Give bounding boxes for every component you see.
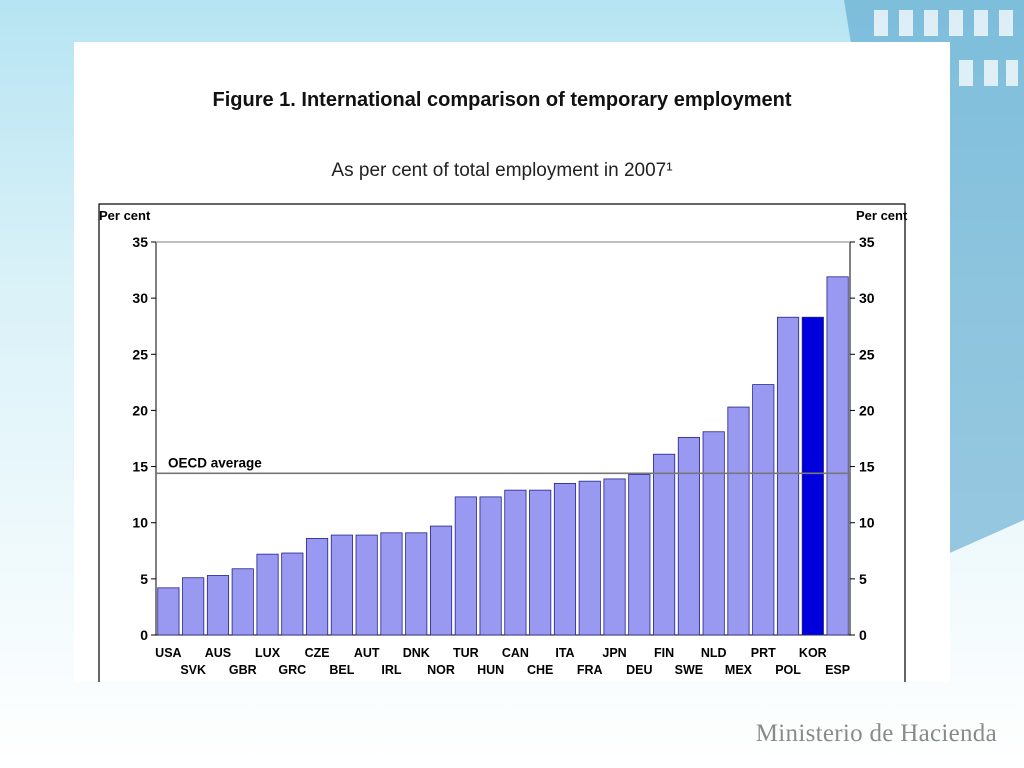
bar-deu bbox=[628, 474, 651, 636]
x-tick-label: LUX bbox=[255, 646, 281, 660]
chart-subtitle: As per cent of total employment in 2007¹ bbox=[331, 160, 672, 181]
y-tick-label-left: 5 bbox=[140, 571, 148, 587]
y-tick-label-left: 10 bbox=[132, 515, 148, 531]
y-tick-label-right: 25 bbox=[859, 346, 875, 362]
x-tick-label: BEL bbox=[329, 663, 354, 677]
x-tick-label: PRT bbox=[751, 646, 776, 660]
bar-nor bbox=[429, 525, 453, 636]
chart-card: Figure 1. International comparison of te… bbox=[74, 42, 950, 682]
x-tick-label: TUR bbox=[453, 646, 479, 660]
x-tick-label: AUT bbox=[354, 646, 380, 660]
bar-esp bbox=[826, 276, 849, 636]
bar-fin bbox=[653, 453, 676, 636]
x-tick-label: SWE bbox=[675, 663, 703, 677]
y-axis-unit-right: Per cent bbox=[856, 208, 908, 223]
x-tick-label: IRL bbox=[381, 663, 402, 677]
bar-prt bbox=[752, 384, 775, 636]
bar-hun bbox=[479, 496, 502, 636]
y-tick-label-left: 35 bbox=[132, 234, 148, 250]
x-tick-label: GBR bbox=[229, 663, 257, 677]
x-tick-label: CHE bbox=[527, 663, 553, 677]
bar-aut bbox=[355, 534, 378, 636]
bar-irl bbox=[380, 532, 403, 636]
x-tick-label: FIN bbox=[654, 646, 674, 660]
ministry-brand: Ministerio de Hacienda bbox=[755, 720, 997, 747]
y-tick-label-right: 30 bbox=[859, 290, 875, 306]
y-tick-label-right: 15 bbox=[859, 459, 875, 475]
x-tick-label: MEX bbox=[725, 663, 753, 677]
bar-dnk bbox=[405, 532, 428, 636]
y-tick-label-left: 30 bbox=[132, 290, 148, 306]
bar-svk bbox=[182, 577, 205, 636]
x-tick-label: NLD bbox=[701, 646, 727, 660]
bar-usa bbox=[157, 587, 180, 636]
x-tick-label: DNK bbox=[403, 646, 430, 660]
bar-che bbox=[529, 489, 552, 636]
bar-swe bbox=[677, 436, 700, 636]
y-tick-label-right: 5 bbox=[859, 571, 867, 587]
y-tick-label-left: 25 bbox=[132, 346, 148, 362]
bar-tur bbox=[454, 496, 477, 636]
x-tick-label: JPN bbox=[602, 646, 626, 660]
x-tick-label: CZE bbox=[305, 646, 330, 660]
bar-can bbox=[504, 489, 527, 636]
x-tick-label: HUN bbox=[477, 663, 504, 677]
x-tick-label: USA bbox=[155, 646, 181, 660]
bar-gbr bbox=[231, 568, 254, 636]
y-tick-label-right: 20 bbox=[859, 402, 875, 418]
plot-frame bbox=[98, 203, 906, 682]
y-tick-label-right: 10 bbox=[859, 515, 875, 531]
x-tick-label: POL bbox=[775, 663, 801, 677]
bar-mex bbox=[727, 406, 750, 636]
bar-cze bbox=[306, 538, 329, 636]
x-tick-label: FRA bbox=[577, 663, 603, 677]
x-tick-label: SVK bbox=[180, 663, 206, 677]
x-tick-label: GRC bbox=[278, 663, 306, 677]
x-tick-label: AUS bbox=[205, 646, 231, 660]
bar-chart: Figure 1. International comparison of te… bbox=[98, 89, 908, 682]
y-tick-label-left: 0 bbox=[140, 627, 148, 643]
bar-bel bbox=[330, 534, 353, 636]
x-tick-label: DEU bbox=[626, 663, 652, 677]
bar-nld bbox=[702, 431, 725, 636]
x-tick-label: KOR bbox=[799, 646, 827, 660]
chart-title: Figure 1. International comparison of te… bbox=[213, 89, 792, 111]
bar-aus bbox=[206, 575, 230, 636]
bar-lux bbox=[256, 553, 279, 636]
y-tick-label-left: 15 bbox=[132, 459, 148, 475]
bar-ita bbox=[553, 483, 577, 636]
bar-kor bbox=[801, 316, 824, 636]
oecd-average-label: OECD average bbox=[168, 455, 262, 470]
x-tick-label: ITA bbox=[555, 646, 574, 660]
y-tick-label-right: 0 bbox=[859, 627, 867, 643]
x-tick-label: ESP bbox=[825, 663, 850, 677]
y-tick-label-left: 20 bbox=[132, 402, 148, 418]
y-axis-unit-left: Per cent bbox=[99, 208, 151, 223]
x-tick-label: CAN bbox=[502, 646, 529, 660]
y-tick-label-right: 35 bbox=[859, 234, 875, 250]
bar-grc bbox=[281, 552, 304, 636]
bar-pol bbox=[776, 316, 800, 636]
bar-fra bbox=[578, 480, 601, 636]
bar-jpn bbox=[603, 478, 626, 636]
x-tick-label: NOR bbox=[427, 663, 455, 677]
